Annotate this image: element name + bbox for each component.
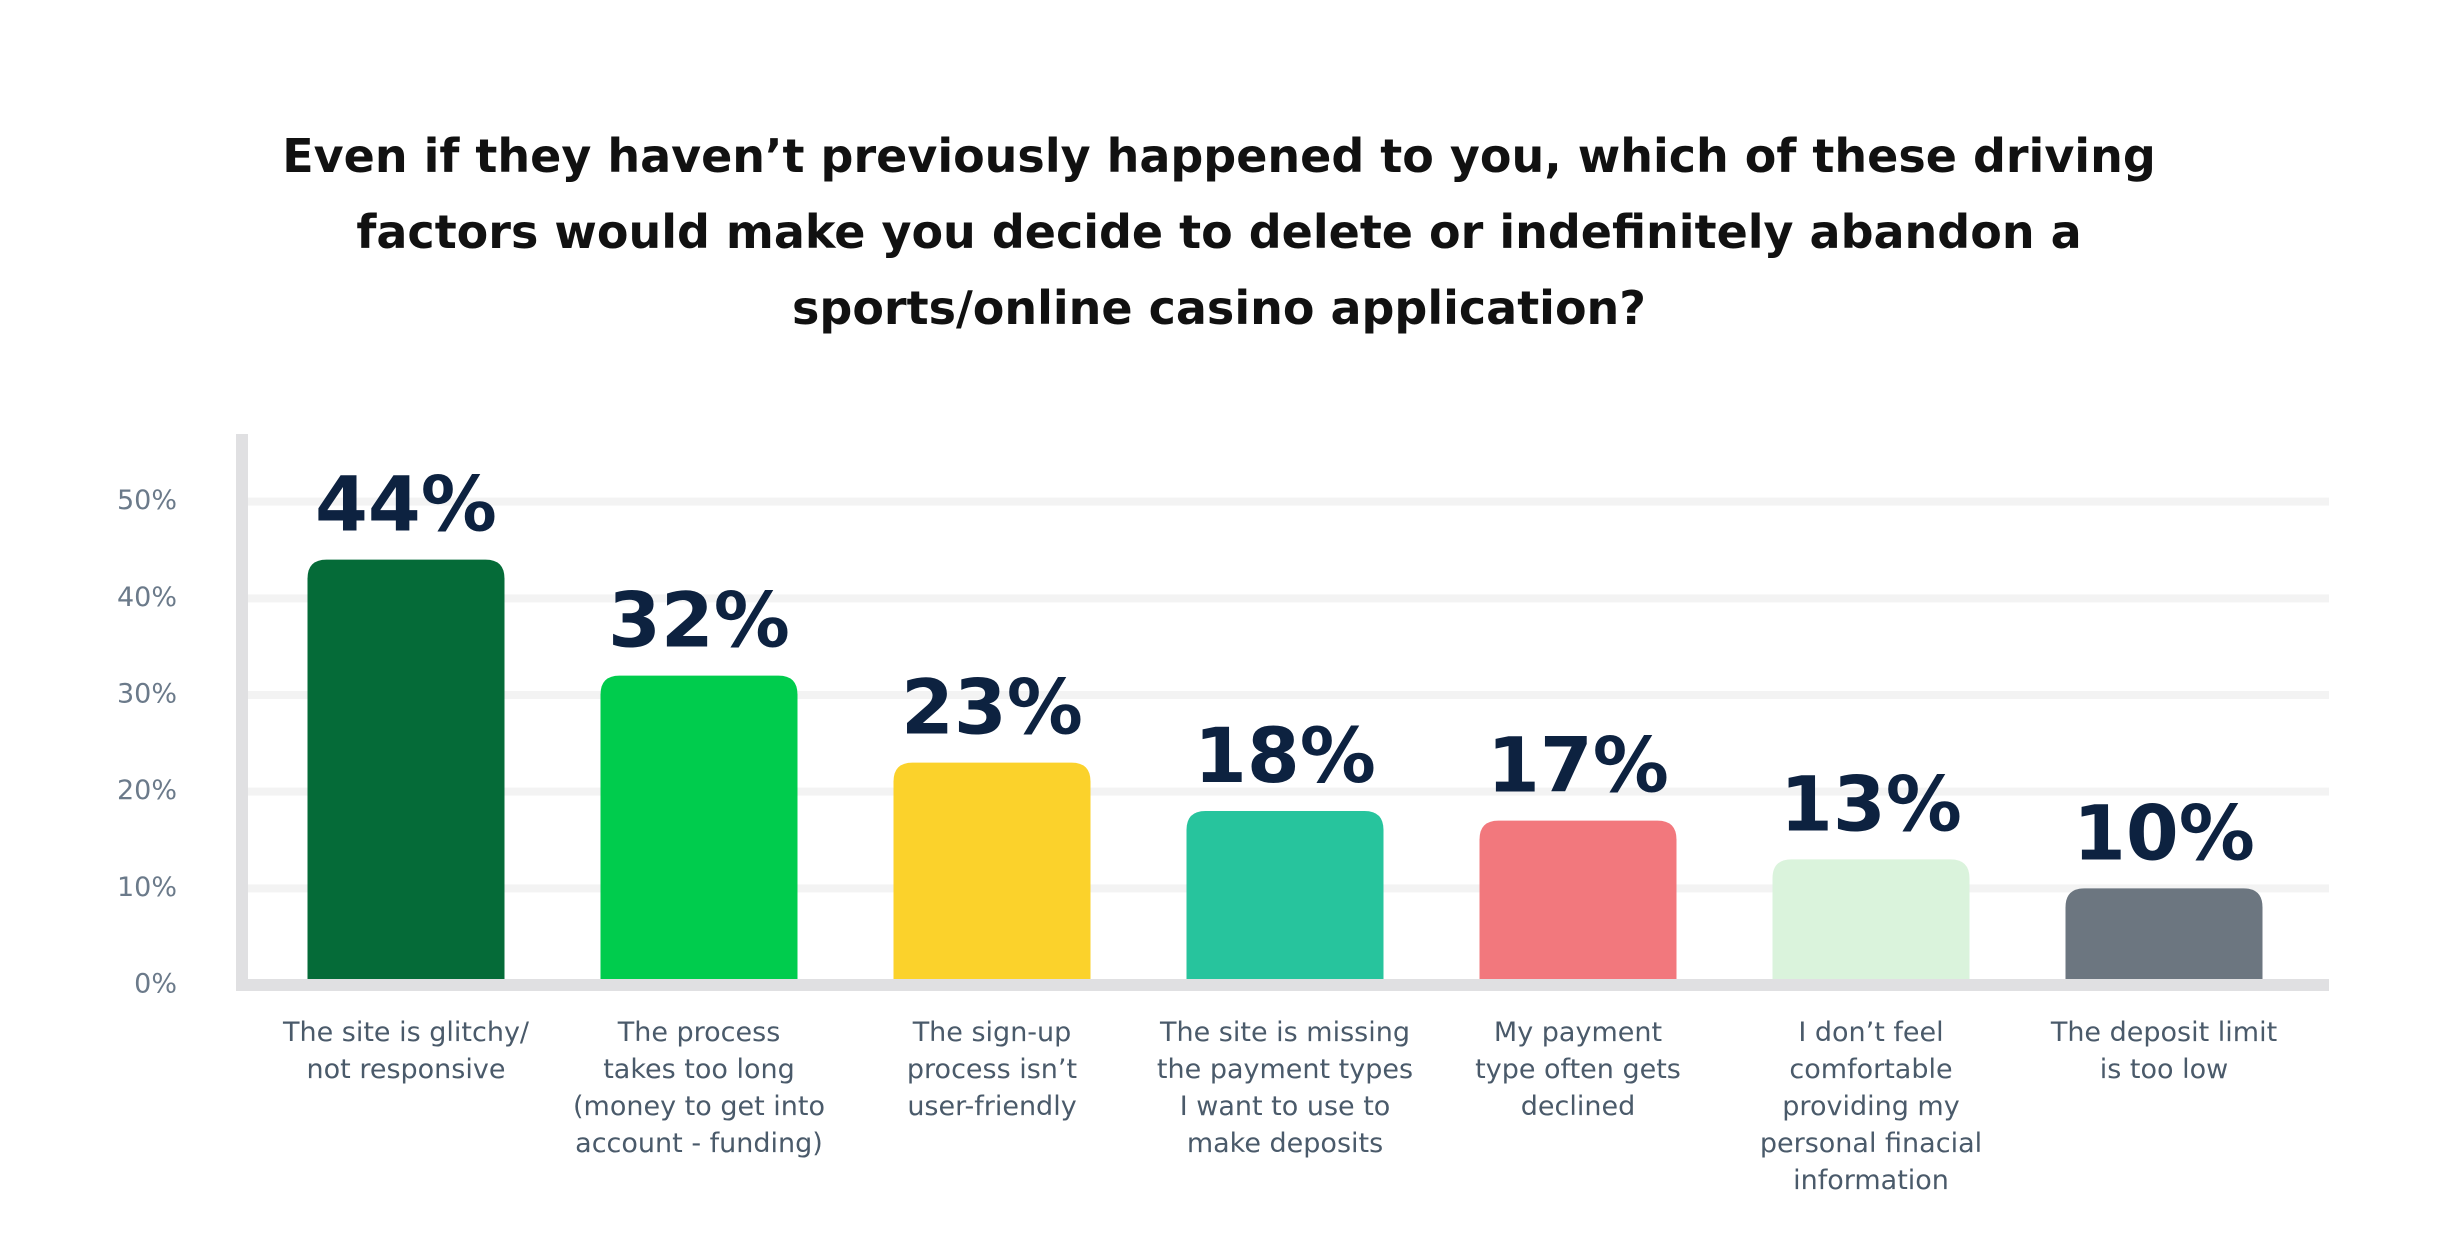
chart-title: Even if they haven’t previously happened…	[282, 129, 2156, 335]
x-tick-label: The site is missing the payment types I …	[1156, 1017, 1414, 1159]
y-tick-label: 50%	[117, 485, 177, 516]
x-tick-label: The process takes too long (money to get…	[573, 1017, 825, 1159]
value-label: 23%	[901, 663, 1083, 752]
bar	[893, 762, 1091, 979]
bar	[307, 559, 505, 979]
x-tick-label: The site is glitchy/ not responsive	[282, 1017, 530, 1085]
x-tick-label: My payment type often gets declined	[1475, 1017, 1681, 1122]
value-label: 13%	[1780, 759, 1962, 848]
y-tick-label: 10%	[117, 872, 177, 903]
y-tick-label: 40%	[117, 582, 177, 613]
y-tick-label: 0%	[134, 969, 177, 1000]
value-label: 44%	[315, 460, 497, 549]
value-label: 18%	[1194, 711, 1376, 800]
bar	[1186, 811, 1384, 979]
bar	[1772, 859, 1970, 979]
x-tick-label: The sign-up process isn’t user-friendly	[906, 1017, 1078, 1122]
value-label: 10%	[2073, 788, 2255, 877]
bar	[600, 675, 798, 979]
value-label: 17%	[1487, 721, 1669, 810]
x-tick-label: The deposit limit is too low	[2050, 1017, 2278, 1085]
y-tick-label: 30%	[117, 679, 177, 710]
y-tick-label: 20%	[117, 775, 177, 806]
bar	[1479, 820, 1677, 979]
bar	[2065, 888, 2263, 979]
x-tick-label: I don’t feel comfortable providing my pe…	[1759, 1017, 1983, 1196]
value-label: 32%	[608, 576, 790, 665]
